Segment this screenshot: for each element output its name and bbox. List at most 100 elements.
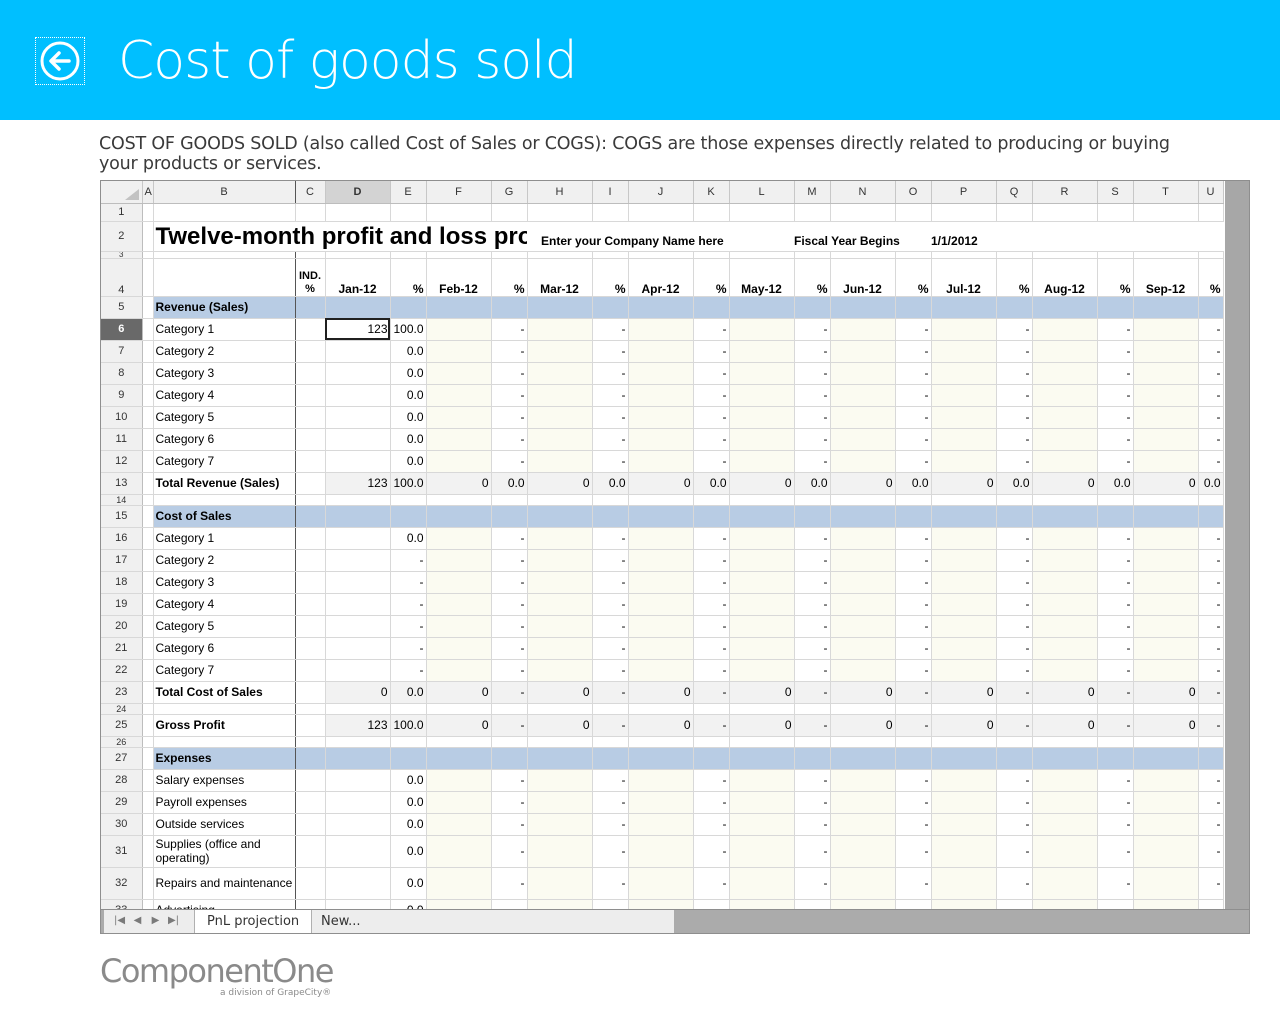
jan-percent-cell[interactable]: 0.0 [390,769,427,792]
month-percent-cell[interactable]: - [996,450,1033,473]
cell[interactable] [142,428,154,451]
month-value-cell[interactable] [527,428,593,451]
column-header-j[interactable]: J [628,181,694,204]
cell[interactable] [729,203,795,222]
month-value-cell[interactable] [931,527,997,550]
month-percent-cell[interactable]: - [794,549,831,572]
row-label[interactable]: Category 7 [153,659,296,682]
month-value-cell[interactable] [527,340,593,363]
row-header-21[interactable]: 21 [101,637,143,660]
cell[interactable] [592,251,629,259]
jan-percent-cell[interactable]: - [390,549,427,572]
jan-value-cell[interactable] [325,428,391,451]
month-value-cell[interactable] [628,549,694,572]
month-percent-cell[interactable]: - [996,406,1033,429]
month-percent-cell[interactable]: - [1097,527,1134,550]
month-total-percent-cell[interactable]: - [1097,681,1134,704]
cell[interactable] [142,835,154,868]
row-label[interactable]: Category 6 [153,428,296,451]
month-value-cell[interactable] [931,867,997,900]
month-total-percent-cell[interactable]: - [693,714,730,737]
cell[interactable] [996,703,1033,715]
row-header-22[interactable]: 22 [101,659,143,682]
month-percent-cell[interactable]: - [491,362,528,385]
month-total-percent-cell[interactable]: - [794,714,831,737]
month-value-cell[interactable] [1133,615,1199,638]
month-percent-cell[interactable]: - [996,813,1033,836]
cell[interactable] [628,747,694,770]
month-value-cell[interactable] [426,406,492,429]
row-header-9[interactable]: 9 [101,384,143,407]
month-percent-cell[interactable]: - [1097,428,1134,451]
month-value-cell[interactable] [729,791,795,814]
cell[interactable] [693,703,730,715]
month-value-cell[interactable] [426,637,492,660]
month-percent-cell[interactable]: - [491,428,528,451]
month-value-cell[interactable] [527,867,593,900]
month-percent-cell[interactable]: - [794,450,831,473]
month-percent-cell[interactable]: - [996,318,1033,341]
month-total-cell[interactable]: 0 [931,681,997,704]
cell[interactable] [729,251,795,259]
month-value-cell[interactable] [729,340,795,363]
cell[interactable] [295,203,326,222]
month-value-cell[interactable] [931,791,997,814]
row-label[interactable]: Category 4 [153,384,296,407]
month-value-cell[interactable] [830,549,896,572]
row-label[interactable]: Category 2 [153,340,296,363]
cell[interactable] [1198,736,1224,748]
cell[interactable] [142,714,154,737]
cell[interactable] [931,296,997,319]
month-total-cell[interactable]: 0 [931,714,997,737]
month-percent-cell[interactable]: - [996,527,1033,550]
row-label[interactable]: Category 2 [153,549,296,572]
cell[interactable] [142,258,154,297]
row-label[interactable]: Category 4 [153,593,296,616]
row-label[interactable]: Category 3 [153,571,296,594]
month-percent-cell[interactable]: - [491,527,528,550]
month-percent-cell[interactable]: - [794,637,831,660]
ind-cell[interactable] [295,450,326,473]
month-value-cell[interactable] [1032,593,1098,616]
month-percent-cell[interactable]: - [1097,835,1134,868]
ind-cell[interactable] [295,571,326,594]
spreadsheet-grid[interactable]: A B C D E F G H I J K L M N O P Q R S T U 1 2 Twelve-month prof… [101,181,1224,909]
month-value-cell[interactable] [1032,340,1098,363]
month-percent-cell[interactable]: - [794,527,831,550]
month-total-cell[interactable]: 0 [931,472,997,495]
month-percent-cell[interactable]: - [895,318,932,341]
fiscal-year-value[interactable]: 1/1/2012 [931,221,1032,252]
cell[interactable] [390,494,427,506]
month-value-cell[interactable] [527,899,593,909]
month-value-cell[interactable] [1032,769,1098,792]
month-total-percent-cell[interactable]: - [895,714,932,737]
month-value-cell[interactable] [1032,527,1098,550]
jan-percent-cell[interactable]: 0.0 [390,384,427,407]
month-percent-cell[interactable]: - [592,769,629,792]
cell[interactable] [142,659,154,682]
cell[interactable] [693,203,730,222]
month-value-cell[interactable] [931,340,997,363]
row-label[interactable]: Repairs and maintenance [153,867,296,900]
month-value-cell[interactable] [729,571,795,594]
month-value-cell[interactable] [426,549,492,572]
cell[interactable] [1133,747,1199,770]
month-value-cell[interactable] [729,637,795,660]
month-percent-cell[interactable]: - [491,791,528,814]
month-total-cell[interactable]: 0 [729,681,795,704]
row-header-4[interactable]: 4 [101,258,143,297]
month-percent-cell[interactable]: - [996,615,1033,638]
cell[interactable] [1097,251,1134,259]
cell[interactable] [830,494,896,506]
total-label[interactable]: Gross Profit [153,714,296,737]
row-header-2[interactable]: 2 [101,221,143,252]
jan-percent-cell[interactable]: 0.0 [390,527,427,550]
ind-cell[interactable] [295,428,326,451]
ind-cell[interactable] [295,362,326,385]
row-header-6[interactable]: 6 [101,318,143,341]
month-percent-cell[interactable]: - [794,867,831,900]
month-value-cell[interactable] [729,813,795,836]
month-total-cell[interactable]: 0 [426,472,492,495]
cell[interactable] [142,769,154,792]
cell[interactable] [628,251,694,259]
